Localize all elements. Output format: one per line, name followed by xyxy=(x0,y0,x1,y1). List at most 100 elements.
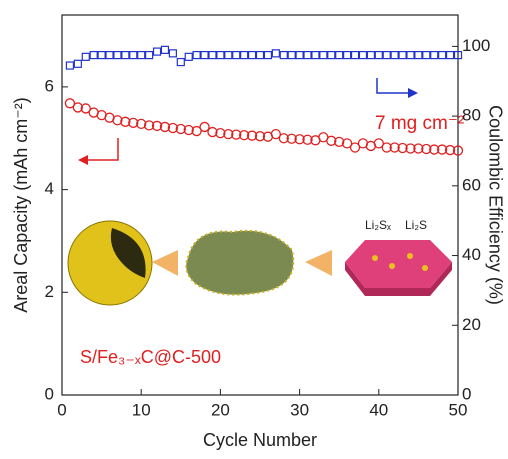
capacity-point xyxy=(286,133,297,144)
efficiency-point xyxy=(263,50,273,60)
red-arrow xyxy=(85,138,119,161)
efficiency-point xyxy=(65,61,75,70)
capacity-point xyxy=(381,142,392,153)
capacity-point xyxy=(429,144,440,155)
y2-tick-label: 20 xyxy=(462,315,481,334)
y2-tick-label: 0 xyxy=(462,384,471,403)
y-tick-label: 2 xyxy=(45,282,54,301)
capacity-point xyxy=(136,118,147,130)
efficiency-point xyxy=(176,57,185,67)
capacity-point xyxy=(278,133,289,144)
efficiency-point xyxy=(327,50,336,60)
x-axis-label: Cycle Number xyxy=(203,430,317,450)
efficiency-point xyxy=(192,50,201,60)
efficiency-point xyxy=(81,52,90,61)
capacity-point xyxy=(159,121,171,133)
y2-tick-label: 80 xyxy=(462,106,481,125)
y2-tick-label: 40 xyxy=(462,245,481,264)
y-tick-label: 4 xyxy=(45,179,54,198)
x-tick-label: 50 xyxy=(449,400,468,419)
y-tick-label: 0 xyxy=(45,384,54,403)
efficiency-point xyxy=(247,50,257,60)
efficiency-point xyxy=(374,50,383,60)
capacity-point xyxy=(254,131,266,142)
efficiency-point xyxy=(414,50,423,60)
capacity-point xyxy=(437,144,448,155)
capacity-point xyxy=(72,102,83,113)
efficiency-point xyxy=(137,50,146,60)
capacity-point xyxy=(112,115,123,126)
efficiency-point xyxy=(200,50,209,60)
capacity-point xyxy=(302,134,313,145)
capacity-point xyxy=(239,130,250,141)
capacity-point xyxy=(341,138,353,149)
y-axis-label: Areal Capacity (mAh cm⁻²) xyxy=(11,97,31,313)
capacity-point xyxy=(223,128,234,140)
capacity-point xyxy=(349,142,361,153)
x-tick-label: 10 xyxy=(132,400,151,419)
capacity-point xyxy=(421,143,432,155)
efficiency-point xyxy=(453,50,463,60)
y2-tick-label: 60 xyxy=(462,175,481,194)
efficiency-point xyxy=(97,50,106,60)
x-tick-label: 20 xyxy=(211,400,230,419)
capacity-point xyxy=(334,136,345,147)
capacity-point xyxy=(413,143,424,154)
illustration xyxy=(67,220,452,306)
blue-arrow xyxy=(376,78,410,94)
capacity-point xyxy=(143,120,155,131)
efficiency-point xyxy=(406,50,415,60)
efficiency-point xyxy=(303,50,312,60)
blue-arrowhead xyxy=(408,88,418,98)
capacity-point xyxy=(80,103,91,114)
capacity-point xyxy=(444,144,456,156)
capacity-point xyxy=(167,122,179,134)
efficiency-point xyxy=(390,50,399,60)
efficiency-point xyxy=(366,50,375,60)
efficiency-point xyxy=(319,50,328,60)
efficiency-point xyxy=(287,50,296,60)
efficiency-point xyxy=(335,50,344,60)
capacity-point xyxy=(246,130,258,141)
efficiency-point xyxy=(232,50,241,60)
capacity-point xyxy=(397,142,408,154)
capacity-point xyxy=(373,138,384,149)
efficiency-point xyxy=(73,59,82,68)
red-arrowhead xyxy=(78,155,88,165)
capacity-point xyxy=(389,142,400,153)
efficiency-point xyxy=(430,50,439,60)
efficiency-point xyxy=(279,50,288,60)
efficiency-point xyxy=(438,50,447,60)
y2-axis-label: Coulombic Efficiency (%) xyxy=(485,105,505,305)
capacity-point xyxy=(199,121,210,133)
y-tick-label: 6 xyxy=(45,76,54,95)
efficiency-point xyxy=(129,50,138,60)
efficiency-point xyxy=(271,49,280,58)
efficiency-point xyxy=(105,50,114,60)
efficiency-point xyxy=(216,50,225,60)
capacity-point xyxy=(294,134,305,145)
capacity-point xyxy=(215,127,226,139)
capacity-point xyxy=(326,135,337,146)
efficiency-point xyxy=(445,50,455,60)
efficiency-point xyxy=(168,49,177,58)
efficiency-point xyxy=(145,50,154,60)
capacity-point xyxy=(270,128,281,140)
efficiency-point xyxy=(343,50,352,60)
efficiency-point xyxy=(208,50,217,60)
capacity-point xyxy=(151,120,163,132)
capacity-point xyxy=(231,129,242,140)
capacity-point xyxy=(64,98,76,109)
efficiency-point xyxy=(160,45,170,54)
li2s-label: Li₂S xyxy=(405,218,427,232)
efficiency-point xyxy=(255,50,265,60)
efficiency-point xyxy=(89,50,98,60)
capacity-point xyxy=(191,125,202,137)
capacity-point xyxy=(452,145,464,156)
efficiency-point xyxy=(113,50,122,60)
capacity-point xyxy=(183,124,194,136)
capacity-point xyxy=(120,116,131,127)
efficiency-point xyxy=(121,50,130,60)
